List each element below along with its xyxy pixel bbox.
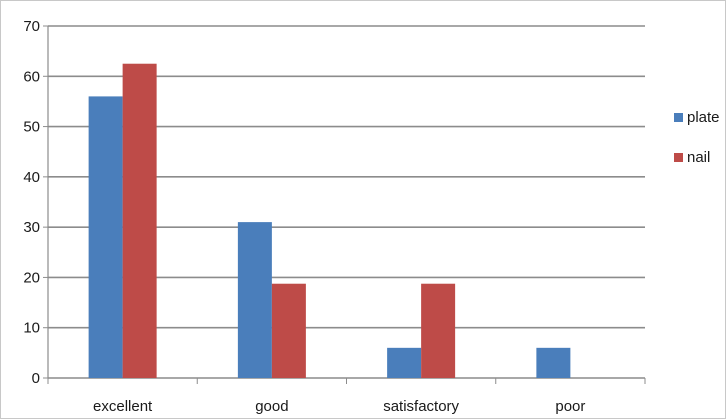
x-tick-label: satisfactory xyxy=(383,398,459,415)
legend-label-nail: nail xyxy=(687,149,710,166)
legend-swatch-plate xyxy=(674,113,683,122)
y-tick-label: 0 xyxy=(32,370,40,387)
x-tick-label: excellent xyxy=(93,398,153,415)
legend-swatch-nail xyxy=(674,153,683,162)
y-tick-label: 30 xyxy=(23,219,40,236)
bar-nail-excellent xyxy=(122,63,157,378)
bar-plate-satisfactory xyxy=(387,347,422,378)
y-tick-label: 60 xyxy=(23,68,40,85)
legend-label-plate: plate xyxy=(687,109,720,126)
bar-plate-poor xyxy=(536,347,571,378)
y-tick-label: 70 xyxy=(23,18,40,35)
bar-plate-excellent xyxy=(88,96,123,379)
y-tick-label: 50 xyxy=(23,119,40,136)
bar-nail-satisfactory xyxy=(421,283,456,378)
x-tick-label: poor xyxy=(555,398,585,415)
y-tick-label: 10 xyxy=(23,320,40,337)
legend: plate nail xyxy=(674,109,720,166)
bars xyxy=(88,63,571,379)
bar-plate-good xyxy=(237,222,272,378)
tick-labels: 0 10 20 30 40 50 60 70 excellent good satisfactory… xyxy=(23,18,585,415)
x-tick-label: good xyxy=(255,398,288,415)
y-tick-label: 40 xyxy=(23,169,40,186)
y-tick-label: 20 xyxy=(23,269,40,286)
bar-nail-good xyxy=(271,283,306,378)
